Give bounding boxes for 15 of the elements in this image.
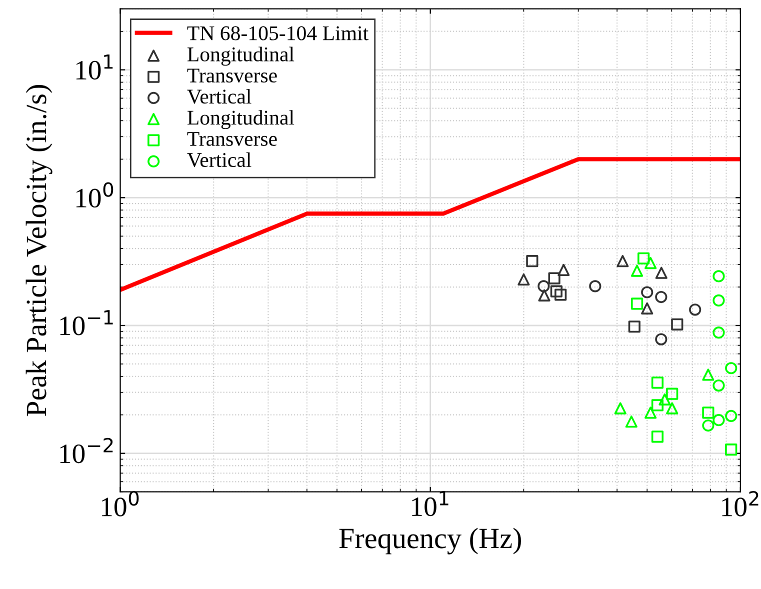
legend-label: TN 68-105-104 Limit (187, 26, 368, 40)
legend-label: Longitudinal (188, 110, 294, 130)
legend-label: Longitudinal (188, 46, 294, 66)
legend-label: Vertical (187, 89, 252, 104)
x-axis-title: Frequency (Hz) (339, 528, 521, 554)
legend-label: Vertical (187, 152, 252, 168)
y-tick-label: 10$^{−1}$ (60, 310, 113, 336)
x-tick-label: 10$^{0}$ (102, 491, 139, 516)
y-tick-label: 10$^{−2}$ (60, 438, 113, 464)
y-tick-label: 10$^{0}$ (76, 182, 114, 208)
legend-label: Transverse (187, 132, 277, 146)
legend-label: Transverse (187, 68, 277, 83)
y-tick-label: 10$^{1}$ (76, 54, 113, 80)
x-tick-label: 10$^{2}$ (722, 491, 758, 516)
y-axis-title: Peak Particle Velocity (in./s) (26, 85, 52, 416)
